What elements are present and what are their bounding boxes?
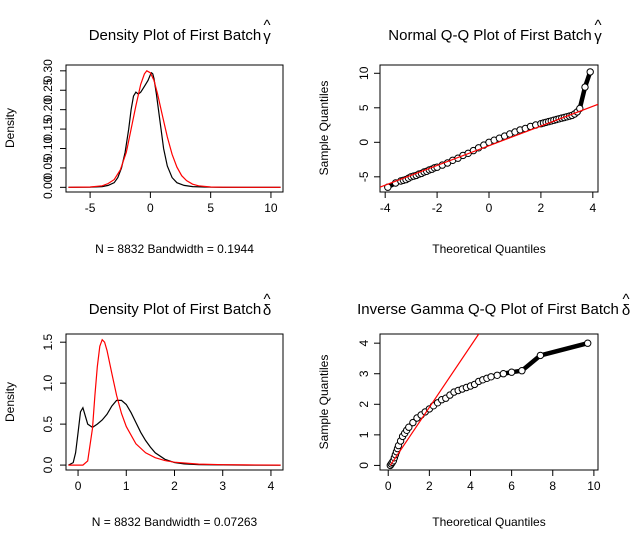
y-tick-label: 0.00	[41, 175, 55, 199]
y-tick-label: 0.0	[41, 456, 55, 473]
chart-title: Normal Q-Q Plot of First Batch	[388, 27, 591, 44]
x-tick-label: 0	[75, 479, 82, 493]
qq-point-band	[385, 69, 593, 190]
chart-panel-4: Inverse Gamma Q-Q Plot of First Batch δ^ 0…	[317, 291, 630, 529]
x-tick-label: 3	[219, 479, 226, 493]
x-tick-label: 10	[587, 479, 601, 493]
y-tick-label: 0.25	[41, 78, 55, 102]
chart-title-symbol: γ	[263, 28, 271, 45]
qq-point	[507, 368, 516, 376]
chart-title-accent: ^	[263, 17, 270, 34]
y-tick-label: 0.30	[41, 59, 55, 83]
y-tick-label: -5	[357, 171, 371, 182]
density-line-series-2	[68, 338, 281, 466]
x-tick-label: 0	[385, 479, 392, 493]
x-tick-label: -5	[85, 201, 96, 215]
y-tick-label: 0.10	[41, 136, 55, 160]
chart-title: Density Plot of First Batch	[89, 301, 262, 318]
y-tick-label: 4	[357, 340, 371, 347]
y-tick-label: 1.0	[41, 374, 55, 391]
x-tick-label: 4	[268, 479, 275, 493]
y-tick-label: 0.5	[41, 415, 55, 432]
chart-title-symbol: δ	[622, 302, 630, 319]
y-axis-label: Density	[3, 108, 17, 148]
qq-point	[499, 370, 508, 378]
y-tick-label: 2	[357, 401, 371, 408]
qq-point	[536, 351, 545, 360]
density-line-series-1	[68, 71, 281, 188]
x-tick-label: -4	[380, 201, 391, 215]
chart-panel-3: Density Plot of First Batch δ^ 0 1 2 3 4 0.0 0.5…	[3, 291, 284, 529]
qq-reference-line	[389, 334, 480, 466]
y-axis-label: Sample Quantiles	[317, 355, 331, 450]
qq-reference-line	[380, 103, 598, 188]
x-axis-label: Theoretical Quantiles	[432, 242, 545, 256]
x-tick-label: 6	[508, 479, 515, 493]
x-tick-label: 10	[264, 201, 278, 215]
x-tick-label: 4	[589, 201, 596, 215]
x-tick-label: 5	[207, 201, 214, 215]
y-tick-label: 5	[357, 104, 371, 111]
y-tick-label: 0.20	[41, 98, 55, 122]
qq-point	[581, 83, 589, 91]
y-tick-label: 0	[357, 139, 371, 146]
chart-title-symbol: δ	[263, 302, 271, 319]
y-tick-label: 10	[357, 66, 371, 80]
x-tick-label: 2	[426, 479, 433, 493]
plot-frame	[379, 333, 599, 471]
chart-title-accent: ^	[622, 291, 629, 308]
chart-title: Density Plot of First Batch	[89, 27, 262, 44]
y-tick-label: 1	[357, 431, 371, 438]
qq-point	[518, 367, 526, 375]
y-tick-label: 1.5	[41, 334, 55, 351]
y-axis-label: Density	[3, 382, 17, 422]
y-tick-label: 0.15	[41, 117, 55, 141]
chart-panel-1: Density Plot of First Batch γ^-5 0 5 100.000…	[3, 17, 284, 256]
y-tick-label: 0.05	[41, 156, 55, 180]
qq-point	[493, 371, 501, 379]
x-tick-label: 2	[171, 479, 178, 493]
chart-title-accent: ^	[594, 17, 601, 34]
x-tick-label: 0	[147, 201, 154, 215]
density-line-series-2	[68, 70, 281, 188]
x-axis-label: N = 8832 Bandwidth = 0.07263	[92, 515, 258, 529]
chart-title: Inverse Gamma Q-Q Plot of First Batch	[357, 301, 619, 318]
y-tick-label: 3	[357, 370, 371, 377]
qq-point	[586, 68, 594, 76]
chart-title-symbol: γ	[594, 28, 602, 45]
qq-point	[487, 373, 495, 381]
x-tick-label: 2	[538, 201, 545, 215]
y-axis-label: Sample Quantiles	[317, 81, 331, 176]
x-tick-label: -2	[432, 201, 443, 215]
qq-point	[584, 339, 592, 347]
x-axis-label: N = 8832 Bandwidth = 0.1944	[95, 242, 254, 256]
y-tick-label: 0	[357, 462, 371, 469]
qq-point-band	[388, 340, 590, 468]
x-tick-label: 8	[549, 479, 556, 493]
x-tick-label: 4	[467, 479, 474, 493]
x-axis-label: Theoretical Quantiles	[432, 515, 545, 529]
qq-point	[405, 423, 413, 431]
density-line-series-1	[68, 399, 281, 466]
chart-title-accent: ^	[263, 291, 270, 308]
qq-point	[409, 418, 417, 427]
x-tick-label: 0	[486, 201, 493, 215]
plot-frame	[65, 64, 284, 193]
x-tick-label: 1	[123, 479, 130, 493]
chart-panel-2: Normal Q-Q Plot of First Batch γ^ -4 -2 0 2 4 -…	[317, 17, 602, 256]
